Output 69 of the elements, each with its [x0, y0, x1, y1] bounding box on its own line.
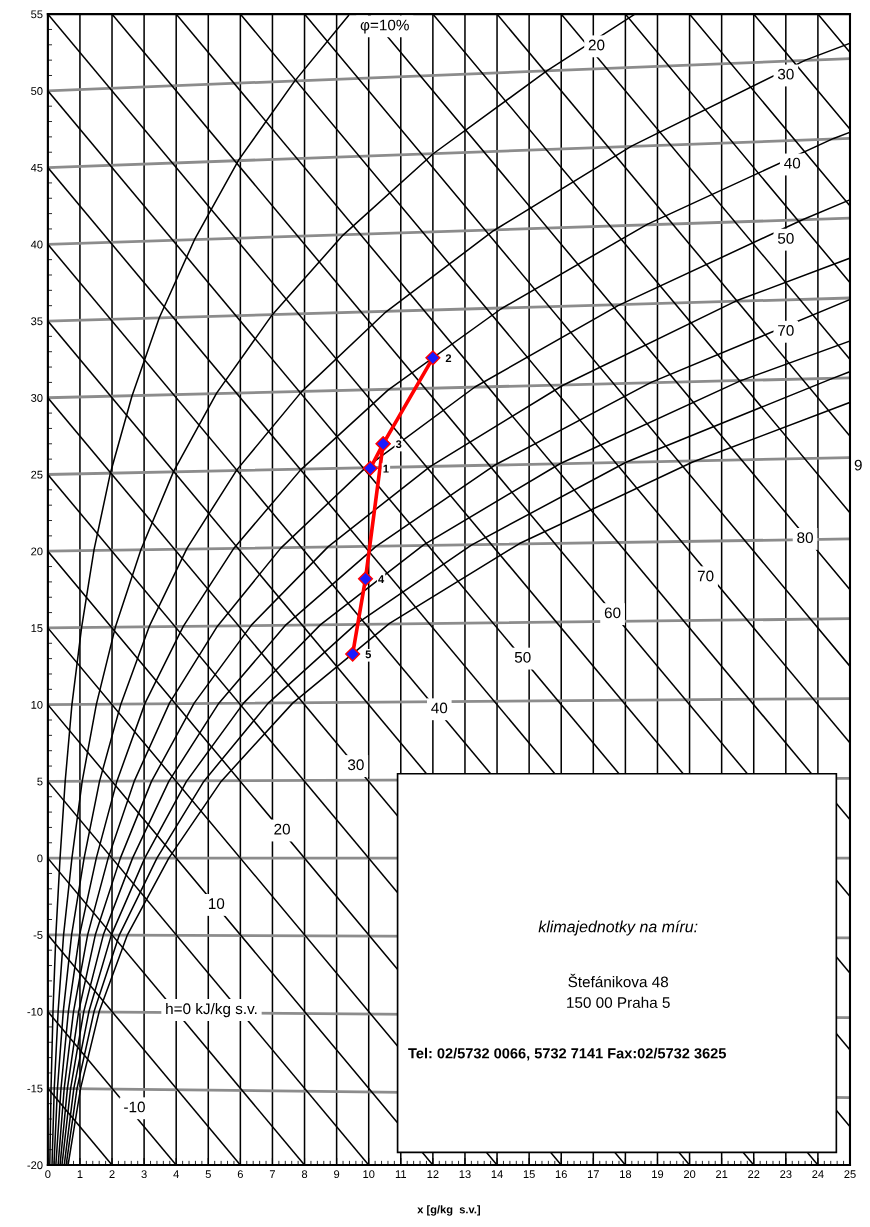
y-tick-label: 10: [31, 700, 43, 709]
y-tick-label: -10: [27, 1007, 43, 1016]
annotation: klimajednotky na míru:: [538, 920, 698, 936]
annotation: h=0 kJ/kg s.v.: [166, 1002, 257, 1018]
annotation: 60: [604, 607, 621, 619]
x-tick-label: 0: [45, 1170, 51, 1179]
x-tick-label: 8: [301, 1170, 308, 1179]
x-tick-label: 5: [205, 1170, 211, 1179]
x-tick-label: 7: [269, 1170, 275, 1178]
annotation: 10: [208, 898, 225, 910]
annotation: 3: [395, 440, 402, 449]
x-tick-label: 12: [427, 1170, 439, 1178]
x-tick-label: 11: [395, 1170, 407, 1178]
y-tick-label: 35: [31, 317, 43, 326]
x-tick-label: 15: [523, 1170, 535, 1179]
y-tick-label: 25: [31, 470, 43, 479]
annotation: 20: [588, 39, 605, 51]
y-tick-label: -15: [27, 1084, 43, 1093]
annotation: 150 00 Praha 5: [567, 996, 670, 1009]
x-tick-label: 20: [683, 1170, 696, 1179]
y-tick-label: 15: [31, 624, 43, 633]
text: 9: [854, 459, 862, 471]
annotation: 5: [365, 650, 372, 659]
x-tick-label: 19: [652, 1170, 664, 1179]
x-tick-label: 17: [587, 1170, 599, 1178]
annotation: 80: [797, 532, 813, 544]
annotation: φ=10%: [360, 19, 409, 34]
y-tick-label: 55: [31, 10, 43, 19]
x-tick-label: 9: [334, 1170, 340, 1179]
annotation: 30: [347, 759, 364, 771]
y-tick-label: -20: [27, 1161, 43, 1170]
annotation: Štefánikova 48: [568, 973, 669, 988]
annotation: Tel: 02/5732 0066, 5732 7141 Fax:02/5732 3625: [408, 1047, 726, 1061]
annotation: 30: [777, 68, 794, 80]
y-tick-label: 40: [30, 240, 43, 249]
x-tick-label: 23: [780, 1170, 792, 1179]
x-tick-label: 2: [109, 1170, 115, 1178]
x-tick-label: 18: [620, 1170, 632, 1179]
annotation: 40: [431, 702, 448, 714]
annotation: 40: [784, 157, 801, 169]
annotation: 20: [274, 823, 290, 835]
annotation: -10: [124, 1101, 145, 1113]
y-tick-label: 50: [31, 87, 43, 95]
y-tick-label: -5: [33, 931, 43, 939]
x-tick-label: 16: [555, 1170, 567, 1179]
annotation: 1: [383, 464, 389, 473]
annotation: 2: [445, 354, 452, 363]
y-tick-label: 0: [37, 854, 43, 863]
annotation: 70: [697, 570, 714, 582]
x-tick-label: 4: [173, 1170, 179, 1178]
x-tick-label: 3: [141, 1170, 147, 1179]
y-tick-label: 5: [37, 777, 43, 786]
x-tick-label: 24: [812, 1170, 824, 1178]
y-tick-label: 45: [30, 163, 43, 172]
x-tick-label: 22: [748, 1170, 760, 1178]
x-tick-label: 14: [491, 1170, 503, 1178]
x-tick-label: 13: [459, 1170, 471, 1179]
x-tick-label: 21: [716, 1170, 728, 1178]
x-tick-label: 10: [363, 1170, 375, 1179]
x-tick-label: 6: [237, 1170, 243, 1179]
x-tick-label: 25: [844, 1170, 856, 1179]
annotation: 4: [378, 575, 385, 583]
y-tick-label: 30: [31, 394, 43, 402]
annotation: 50: [777, 232, 794, 244]
x-axis-title: x [g/kg s.v.]: [417, 1205, 480, 1216]
y-tick-label: 20: [31, 547, 43, 556]
annotation: 50: [514, 651, 531, 663]
annotation: 70: [778, 325, 794, 336]
x-tick-label: 1: [77, 1170, 83, 1178]
